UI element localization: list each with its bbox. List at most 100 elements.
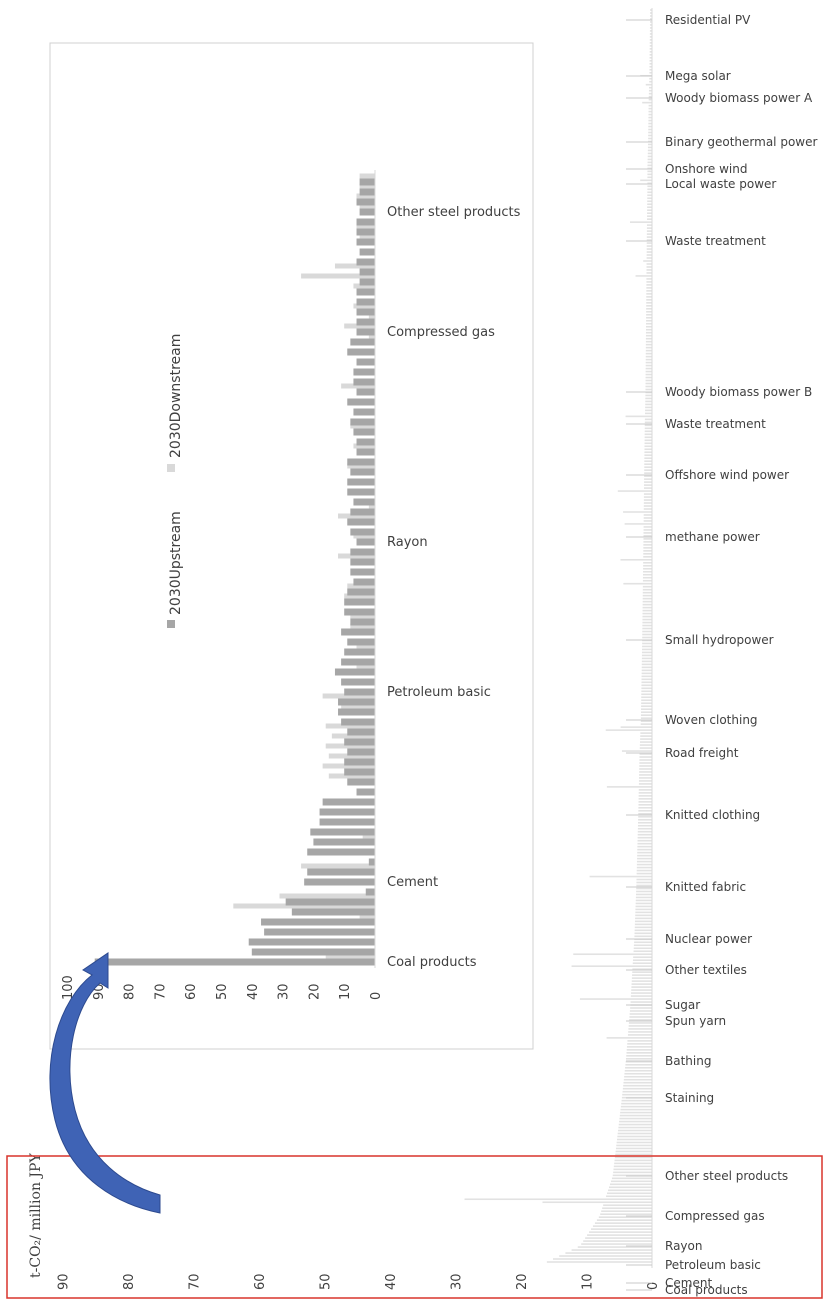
main-bar [583,1240,652,1242]
main-bar [620,1105,652,1108]
main-bar [606,1037,652,1039]
main-bar [644,487,652,489]
main-bar [646,316,652,319]
main-bar [649,54,652,56]
main-bar [617,1135,652,1138]
main-bar [644,457,652,460]
main-bar [646,299,652,301]
main-bar [638,815,652,818]
main-bar [641,684,652,687]
main-bar [587,1234,652,1236]
main-bar [631,986,652,988]
main-bar [642,642,652,645]
main-bar [638,780,652,782]
main-bar [643,553,652,555]
main-bar [637,827,652,830]
main-bar [646,257,652,259]
inset-category-label: Other steel products [387,205,521,220]
main-bar [643,508,652,510]
main-bar [637,851,652,854]
main-bar [645,400,652,403]
main-tick-label: 20 [515,1273,530,1290]
main-bar [626,1046,652,1048]
main-bar [641,708,652,711]
main-bar [645,334,652,337]
main-bar [619,1120,652,1123]
main-bar [646,319,652,322]
main-category-label: Offshore wind power [665,468,789,482]
main-category-label: Petroleum basic [665,1258,761,1272]
inset-bar-upstream [359,268,375,276]
main-bar [645,343,652,346]
main-bar [573,953,652,956]
main-bar [622,1093,652,1096]
main-bar [646,254,652,256]
inset-bar-upstream [356,788,375,796]
main-bar [641,666,652,669]
main-bar [607,1192,652,1195]
main-bar [647,164,652,167]
main-bar [635,908,652,911]
main-bar [641,672,652,675]
main-unit-label: t-CO₂/ million JPY [28,1153,44,1278]
main-bar [644,439,652,442]
main-bar [553,1258,652,1260]
main-bar [636,887,652,890]
main-bar [649,33,652,35]
main-bar [629,1019,652,1021]
main-bar [645,376,652,379]
main-bar [646,227,652,229]
main-bar [644,469,652,471]
inset-bar-upstream [347,588,375,596]
main-category-label: Mega solar [665,69,731,83]
main-bar [640,717,652,719]
main-bar [614,1159,652,1162]
main-bar [647,167,652,170]
inset-bar-downstream [350,613,375,619]
inset-bar-upstream [350,508,375,516]
main-chart: 0 10 20 30 40 50 60 70 80 90 Residential PV Mega s… [6,8,823,1299]
main-bar [648,110,652,113]
main-bar [649,65,652,68]
main-bars [464,9,652,1263]
inset-bar-upstream [291,908,375,916]
main-bar [619,1117,652,1120]
main-bar [647,212,652,214]
main-bar [641,702,652,705]
main-bar [621,750,652,752]
inset-bar-upstream [347,458,375,466]
inset-bar-upstream [350,528,375,536]
inset-bar-upstream [359,178,375,186]
inset-bar-downstream [341,703,375,709]
inset-tick-label: 60 [184,983,199,1000]
main-bar [639,759,652,761]
main-bar [647,203,652,206]
inset-bar-downstream [344,593,375,599]
main-bar [624,1069,652,1072]
main-bar [638,798,652,800]
main-bar [628,1025,652,1027]
inset-bar-upstream [359,188,375,196]
main-bar [644,445,652,448]
main-bar [637,824,652,827]
main-bar [628,1022,652,1024]
main-bar [638,821,652,824]
inset-bar-upstream [341,658,375,666]
inset-bar-upstream [319,818,375,826]
main-bar [649,59,652,62]
main-bar [618,1129,652,1132]
main-bar [641,687,652,690]
main-bar [645,361,652,364]
inset-bar-upstream [338,698,375,706]
main-bar [639,777,652,779]
main-category-label: methane power [665,530,760,544]
inset-bar-downstream [347,463,375,469]
main-bar [644,442,652,445]
main-bar [590,1228,652,1230]
main-bar [641,681,652,684]
inset-bar-upstream [347,398,375,406]
curved-arrow-icon [49,952,161,1214]
main-bar [615,1153,652,1156]
